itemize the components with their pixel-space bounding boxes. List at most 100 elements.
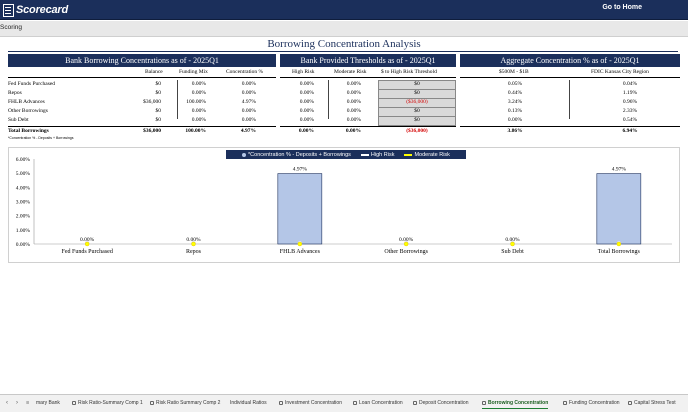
concentration-bar — [277, 173, 323, 245]
bar-data-label: 0.00% — [186, 237, 201, 243]
high-risk-cell: 0.00% — [299, 90, 314, 96]
concentration-cell: 0.00% — [241, 117, 256, 123]
y-tick-label: 3.00% — [16, 200, 31, 206]
dollars-to-threshold-cell: $0 — [414, 81, 420, 87]
sheet-lock-icon — [482, 400, 486, 405]
y-tick-label: 4.00% — [16, 185, 31, 191]
thresholds-total-rule — [280, 126, 456, 127]
aggregate-section-header: Aggregate Concentration % as of - 2025Q1 — [460, 54, 680, 67]
sheet-tab-label: Deposit Concentration — [419, 400, 469, 406]
bank-section-header: Bank Borrowing Concentrations as of - 20… — [8, 54, 276, 67]
sheet-tab[interactable]: Borrowing Concentration — [482, 400, 549, 409]
bank-header-rule — [8, 77, 276, 78]
balance-cell: $0 — [155, 117, 162, 123]
logo[interactable]: Scorecard — [3, 2, 68, 18]
balance-cell: $0 — [155, 108, 162, 114]
threshold-col-separator — [328, 80, 329, 119]
sheet-lock-icon — [150, 400, 154, 405]
scorecard-logo-icon — [3, 3, 14, 17]
legend-line-icon — [404, 153, 413, 156]
row-label: Other Borrowings — [8, 108, 48, 114]
concentration-cell: 0.00% — [241, 81, 256, 87]
aggregate-col-separator — [569, 80, 570, 119]
balance-cell: $0 — [155, 90, 162, 96]
fdic-region-cell: 0.04% — [622, 81, 638, 87]
x-category-label: FHLB Advances — [280, 249, 321, 255]
sheet-tab-label: mary Bank — [36, 400, 60, 406]
y-tick-label: 6.00% — [16, 157, 31, 163]
moderate-risk-cell: 0.00% — [346, 81, 361, 87]
funding-mix-cell: 100.00% — [186, 99, 206, 105]
sheet-lock-icon — [279, 400, 283, 405]
peer-500m-1b-cell: 3.24% — [507, 99, 523, 105]
concentration-footnote: *Concentration % - Deposits + Borrowings — [8, 136, 74, 140]
dollars-to-threshold-cell: ($36,000) — [406, 128, 428, 134]
legend-concentration: *Concentration % - Deposits + Borrowings — [242, 152, 351, 158]
col-moderate-risk: Moderate Risk — [334, 69, 367, 75]
col-balance: Balance — [145, 69, 163, 75]
go-home-link[interactable]: Go to Home — [602, 4, 642, 11]
sheet-tab[interactable]: Deposit Concentration — [413, 400, 468, 406]
y-tick-label: 1.00% — [16, 228, 31, 234]
row-label: Sub Debt — [8, 117, 29, 123]
sheet-lock-icon — [353, 400, 357, 405]
sheet-list-icon[interactable]: ≡ — [26, 400, 30, 406]
concentration-cell: 0.00% — [241, 90, 256, 96]
sheet-tab[interactable]: Individual Ratios — [230, 400, 267, 406]
total-row-label: Total Borrowings — [8, 128, 49, 134]
sheet-tab[interactable]: Risk Ratio Summary Comp 2 — [150, 400, 220, 406]
moderate-risk-point — [403, 241, 409, 247]
scoring-label: Scoring — [0, 24, 23, 31]
sheet-tab[interactable]: Risk Ratio-Summary Comp 1 — [72, 400, 143, 406]
x-category-label: Repos — [186, 249, 202, 255]
row-label: Repos — [8, 90, 22, 96]
tab-scroll-left-icon[interactable]: ‹ — [6, 400, 8, 406]
sheet-tab[interactable]: Capital Stress Test — [628, 400, 676, 406]
sheet-tab-label: Borrowing Concentration — [488, 400, 549, 406]
high-risk-cell: 0.00% — [299, 99, 314, 105]
y-tick-label: 2.00% — [16, 214, 31, 220]
dollars-to-threshold-cell: $0 — [414, 108, 420, 114]
borrowing-concentration-chart: 0.00% 1.00% 2.00% 3.00% 4.00% 5.00% 6.00% 0.00%… — [16, 157, 672, 255]
dollars-to-threshold-cell: $0 — [414, 117, 420, 123]
high-risk-cell: 0.00% — [299, 117, 314, 123]
bar-data-label: 0.00% — [80, 237, 95, 243]
col-dollars-to-threshold: $ to High Risk Threshold — [381, 69, 437, 75]
chart-frame — [8, 147, 680, 263]
sheet-tab[interactable]: Investment Concentration — [279, 400, 342, 406]
moderate-risk-point — [191, 241, 196, 247]
bank-col-separator — [177, 80, 178, 119]
x-category-label: Total Borrowings — [598, 249, 641, 255]
sheet-tab[interactable]: mary Bank — [36, 400, 60, 406]
dollars-to-threshold-cell: ($36,000) — [406, 99, 428, 105]
bank-total-rule — [8, 126, 276, 127]
fdic-region-cell: 0.96% — [622, 99, 638, 105]
col-high-risk: High Risk — [292, 69, 315, 75]
moderate-risk-point — [297, 241, 303, 247]
col-concentration: Concentration % — [226, 69, 264, 75]
logo-text: Scorecard — [16, 4, 69, 16]
peer-500m-1b-cell: 0.00% — [507, 117, 523, 123]
sheet-tab[interactable]: Loan Concentration — [353, 400, 403, 406]
sheet-tab[interactable]: Funding Concentration — [563, 400, 620, 406]
moderate-risk-cell: 0.00% — [346, 90, 361, 96]
sheet-lock-icon — [628, 400, 632, 405]
moderate-risk-cell: 0.00% — [346, 117, 361, 123]
sheet-tab-label: Funding Concentration — [569, 400, 620, 406]
balance-cell: $36,000 — [143, 99, 161, 105]
title-divider — [8, 51, 678, 52]
moderate-risk-cell: 0.00% — [345, 128, 361, 134]
thresholds-header-rule — [280, 77, 456, 78]
bar-data-label: 0.00% — [505, 237, 520, 243]
dollars-to-threshold-cell: $0 — [414, 90, 420, 96]
x-category-label: Other Borrowings — [384, 249, 428, 255]
concentration-cell: 4.97% — [241, 99, 256, 105]
concentration-bar — [596, 173, 642, 245]
sheet-lock-icon — [413, 400, 417, 405]
concentration-cell: 0.00% — [241, 108, 256, 114]
tab-scroll-right-icon[interactable]: › — [16, 400, 18, 406]
sub-bar: Scoring — [0, 21, 688, 37]
funding-mix-cell: 100.00% — [185, 128, 206, 134]
bar-data-label: 4.97% — [293, 167, 308, 173]
col-funding-mix: Funding Mix — [179, 69, 208, 75]
